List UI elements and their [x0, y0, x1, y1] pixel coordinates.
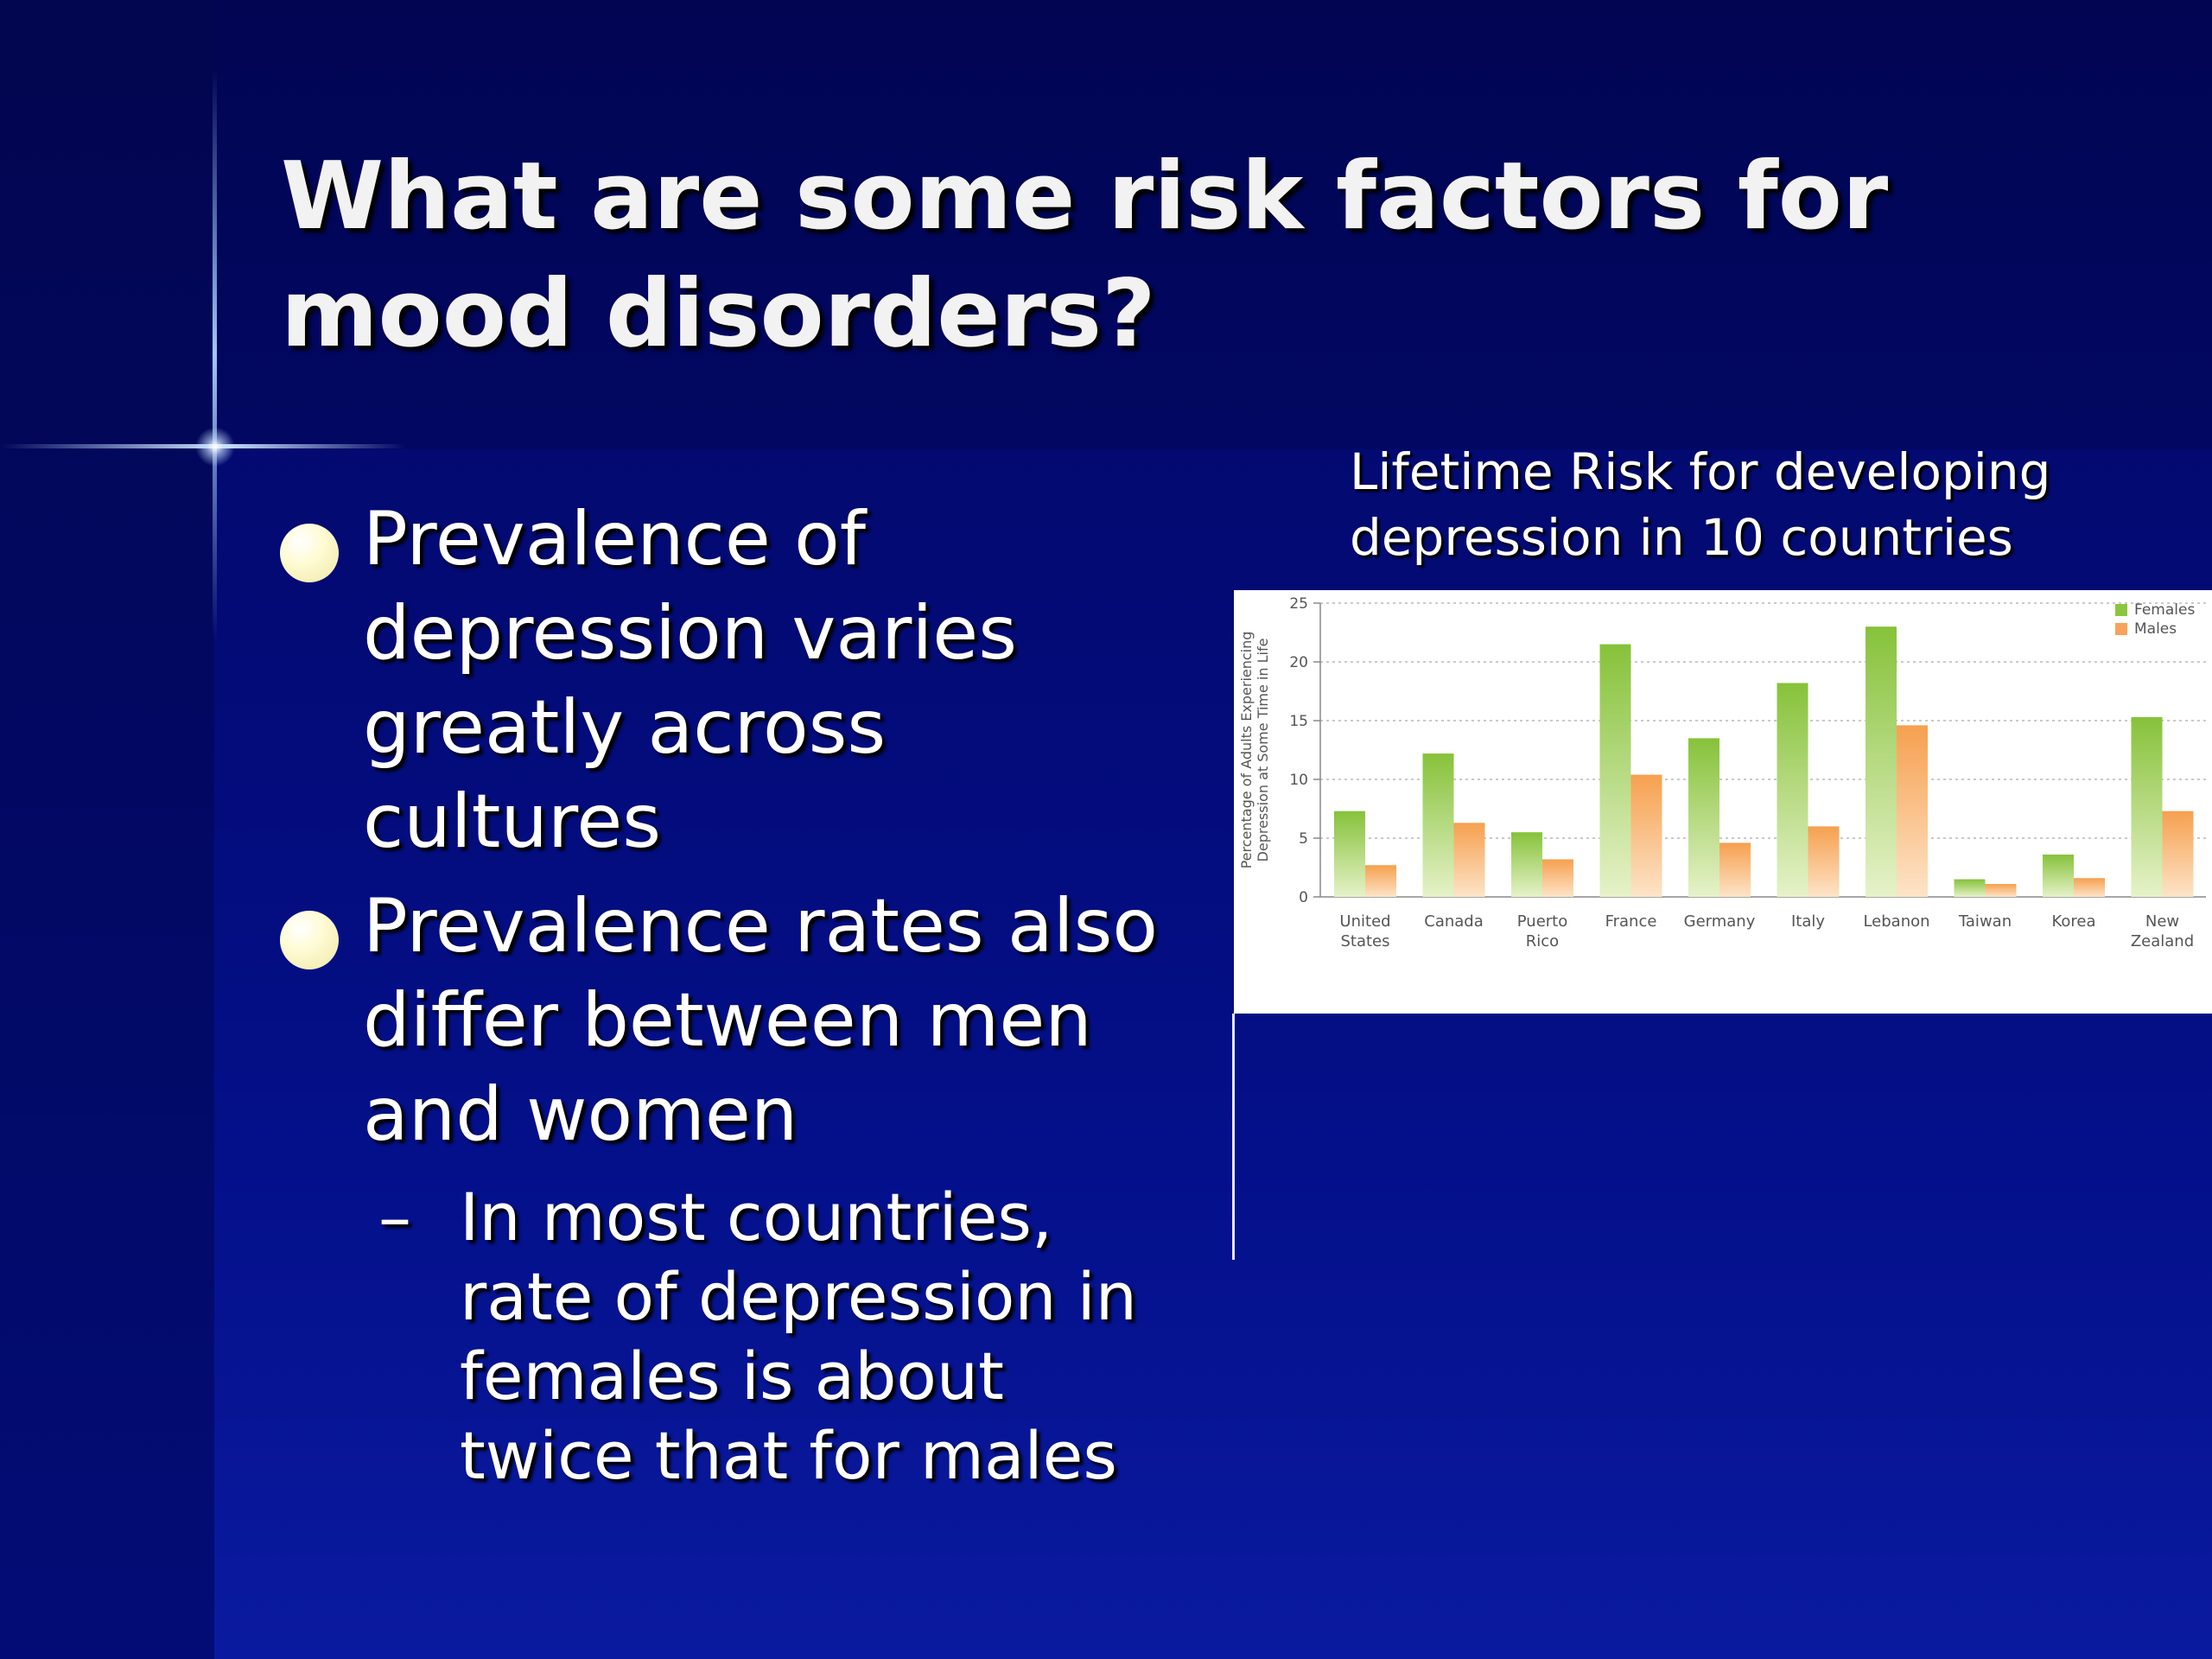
chart-border-line [1232, 1014, 1235, 1260]
male-bar [1985, 884, 2017, 897]
legend-swatch [2115, 623, 2127, 635]
lens-flare-core [195, 427, 235, 467]
male-bar [1897, 725, 1928, 897]
female-bar [1688, 738, 1719, 897]
title-line: mood disorders? [281, 260, 1156, 368]
bullet-list: Prevalence of depression varies greatly … [276, 493, 1227, 1496]
x-category-label: Lebanon [1863, 912, 1929, 931]
x-category-label: Taiwan [1958, 912, 2012, 931]
sub-bullet-dash: – [378, 1179, 411, 1255]
slide-title: What are some risk factors for mood diso… [281, 138, 2009, 373]
x-category-label: United [1339, 912, 1390, 931]
female-bar [1777, 683, 1808, 897]
x-category-label: New [2145, 912, 2179, 931]
y-axis-title: Percentage of Adults ExperiencingDepress… [1238, 632, 1271, 869]
bullet-text-line: differ between men [363, 977, 1092, 1064]
y-axis-title-line: Depression at Some Time in Life [1255, 639, 1271, 862]
x-category-label: Canada [1424, 912, 1484, 931]
bullet-text-line: and women [363, 1071, 798, 1158]
x-category-label: Puerto [1517, 912, 1568, 931]
y-tick-label: 0 [1299, 889, 1308, 906]
male-bar [1719, 842, 1751, 897]
female-bar [1599, 644, 1631, 897]
x-category-label: Korea [2051, 912, 2095, 931]
y-tick-label: 5 [1299, 830, 1308, 848]
title-line: What are some risk factors for [281, 143, 1889, 251]
male-bar [2162, 810, 2194, 897]
male-bar [1453, 823, 1485, 897]
bullet-item: Prevalence of depression varies greatly … [276, 493, 1227, 869]
y-tick-label: 10 [1289, 772, 1308, 789]
legend-label: Males [2134, 620, 2177, 638]
legend-swatch [2115, 604, 2127, 616]
bar-chart: 0 5 10 15 20 25 Percentage of Adults Experienc… [1238, 595, 2206, 950]
male-bar [1630, 774, 1662, 897]
x-category-label: France [1605, 912, 1657, 931]
chart-panel: 0 5 10 15 20 25 Percentage of Adults Experienc… [1234, 590, 2212, 1014]
sub-bullet-text-line: rate of depression in [460, 1258, 1137, 1335]
title-band [0, 0, 2212, 449]
y-tick-label: 20 [1289, 654, 1308, 671]
female-bar [1422, 753, 1454, 897]
left-panel [0, 0, 214, 1659]
bullet-text-line: cultures [363, 779, 662, 865]
bullet-text-line: depression varies [363, 590, 1017, 677]
sub-bullet-text-line: In most countries, [460, 1179, 1053, 1255]
legend-label: Females [2134, 601, 2195, 619]
female-bar [2131, 716, 2163, 897]
bullet-text-line: Prevalence rates also [363, 883, 1159, 969]
sub-bullet-item: – In most countries, rate of depression … [276, 1178, 1227, 1496]
bullet-item: Prevalence rates also differ between men… [276, 880, 1227, 1162]
female-bar [2043, 855, 2074, 897]
sub-bullet-text-line: females is about [460, 1338, 1004, 1414]
female-bar [1954, 879, 1986, 897]
x-category-label: Italy [1791, 912, 1825, 931]
bullet-dot-icon [280, 911, 339, 969]
y-tick-label: 15 [1289, 713, 1308, 730]
male-bar [2074, 878, 2105, 897]
male-bar [1542, 859, 1573, 897]
bullet-text-line: Prevalence of [363, 496, 867, 582]
x-category-label: Rico [1526, 932, 1559, 950]
male-bar [1808, 826, 1840, 897]
female-bar [1334, 810, 1365, 897]
female-bar [1511, 832, 1542, 897]
chart-caption-line: Lifetime Risk for developing [1350, 442, 2051, 501]
bullet-dot-icon [280, 524, 339, 582]
lens-flare-vertical [213, 69, 217, 639]
male-bar [1365, 865, 1396, 897]
x-category-label: Germany [1684, 912, 1756, 931]
chart-caption-line: depression in 10 countries [1350, 508, 2013, 567]
y-tick-label: 25 [1289, 595, 1308, 613]
bullet-text-line: greatly across [363, 684, 887, 771]
y-axis-title-line: Percentage of Adults Experiencing [1238, 632, 1255, 869]
x-category-label: Zealand [2131, 932, 2194, 950]
x-category-label: States [1340, 932, 1389, 950]
sub-bullet-text-line: twice that for males [460, 1417, 1118, 1494]
chart-caption: Lifetime Risk for developing depression … [1350, 439, 2179, 570]
female-bar [1866, 626, 1897, 897]
